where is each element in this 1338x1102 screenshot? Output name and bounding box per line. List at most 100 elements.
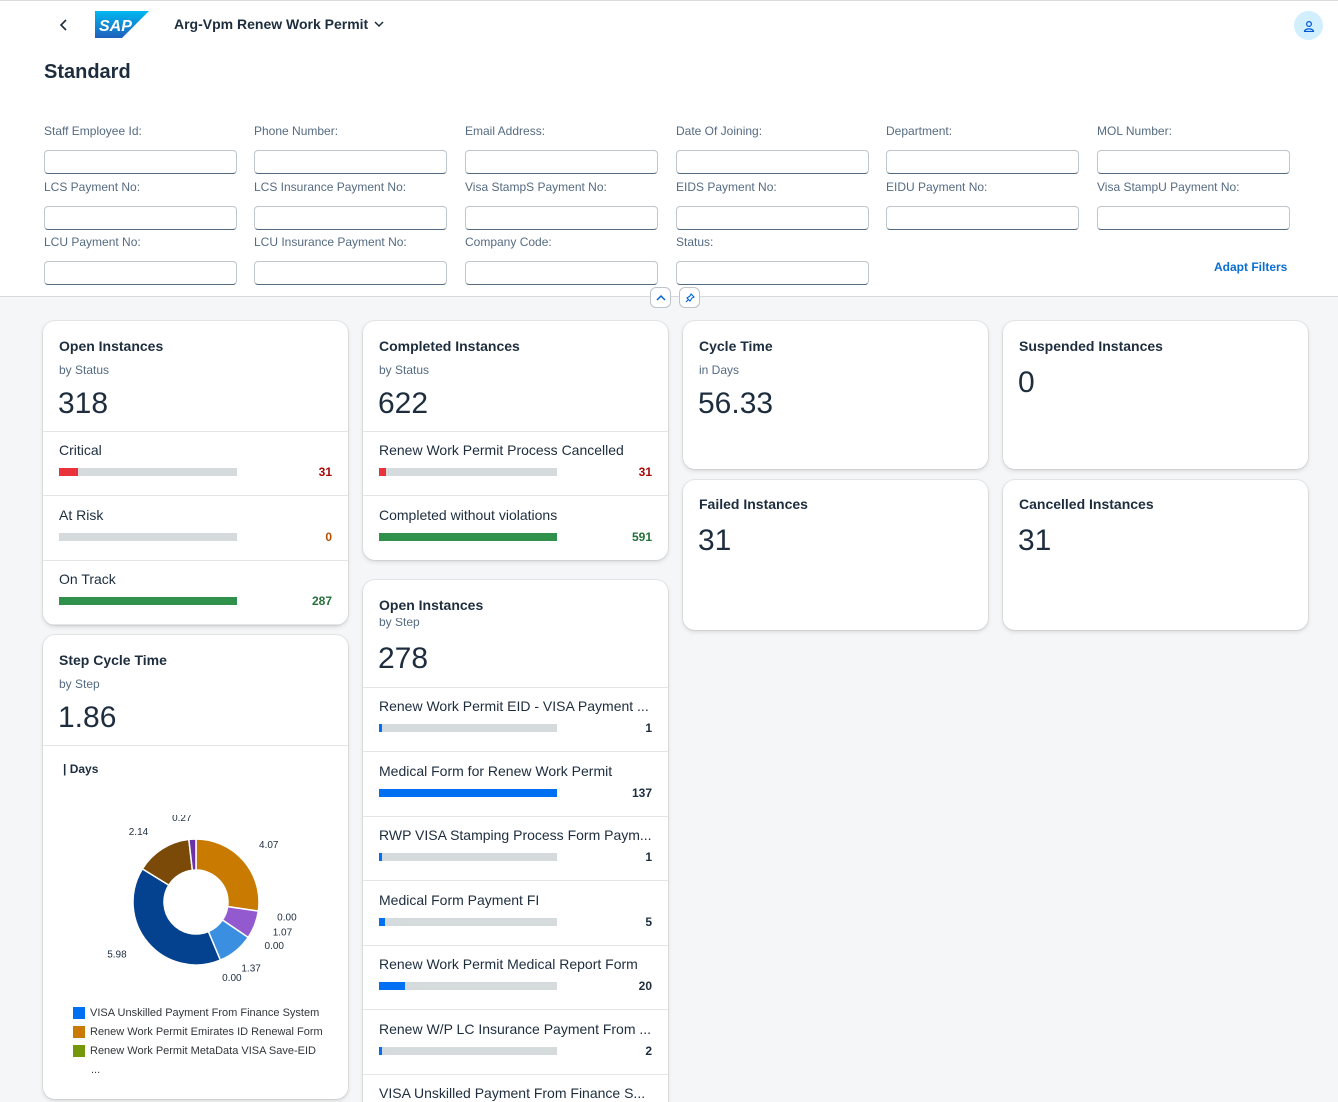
filter-label: Visa StampU Payment No:: [1097, 180, 1240, 194]
failed-instances-card[interactable]: Failed Instances 31: [683, 480, 988, 630]
card-kpi-value: 31: [1018, 524, 1052, 557]
filter-input[interactable]: [254, 261, 447, 285]
card-subtitle: by Step: [59, 677, 100, 691]
legend-item[interactable]: Renew Work Permit MetaData VISA Save-EID: [73, 1045, 316, 1057]
filter-label: Phone Number:: [254, 124, 339, 138]
adapt-filters-button[interactable]: Adapt Filters: [1214, 260, 1288, 274]
filter-field: EIDS Payment No:: [676, 180, 869, 230]
bar-list-item[interactable]: Medical Form for Renew Work Permit 137: [363, 753, 668, 817]
filter-input[interactable]: [254, 150, 447, 174]
legend-item[interactable]: VISA Unskilled Payment From Finance Syst…: [73, 1007, 319, 1019]
filter-input[interactable]: [1097, 150, 1290, 174]
bar-track: [379, 468, 557, 476]
filter-input[interactable]: [44, 206, 237, 230]
bar-item-label: Medical Form for Renew Work Permit: [379, 762, 613, 779]
card-title: Suspended Instances: [1019, 338, 1163, 354]
filter-label: EIDU Payment No:: [886, 180, 988, 194]
suspended-instances-card[interactable]: Suspended Instances 0: [1003, 321, 1308, 469]
bar-list-item[interactable]: VISA Unskilled Payment From Finance S...: [363, 1075, 668, 1102]
collapse-header-button[interactable]: [650, 287, 671, 308]
bar-item-value: 1: [645, 850, 652, 864]
bar-list-item[interactable]: At Risk 0: [43, 497, 348, 561]
bar-item-value: 287: [311, 594, 332, 608]
chevron-left-icon: [59, 19, 67, 31]
bar-list-item[interactable]: Critical 31: [43, 432, 348, 496]
bar-list-item[interactable]: Medical Form Payment FI 5: [363, 882, 668, 946]
bar-item-value: 2: [645, 1043, 652, 1058]
filter-label: Company Code:: [465, 235, 552, 249]
filter-input[interactable]: [1097, 206, 1290, 230]
person-icon: [1303, 20, 1314, 32]
donut-slice[interactable]: [188, 838, 197, 872]
filter-input[interactable]: [254, 206, 447, 230]
legend-more[interactable]: ...: [91, 1064, 101, 1076]
filter-label: LCS Insurance Payment No:: [254, 180, 407, 194]
donut-data-label: 0.00: [222, 973, 242, 984]
legend-swatch: [73, 1026, 85, 1038]
bar-list-item[interactable]: Renew Work Permit EID - VISA Payment ...…: [363, 688, 668, 752]
card-divider: [363, 687, 668, 688]
bar-list-item[interactable]: On Track 287: [43, 561, 348, 625]
pin-icon: [685, 292, 695, 302]
step-cycle-time-card[interactable]: Step Cycle Time by Step 1.86 | Days 4.07…: [43, 635, 348, 1099]
card-divider: [363, 431, 668, 432]
filter-input[interactable]: [886, 150, 1079, 174]
card-kpi-value: 278: [378, 642, 429, 675]
filter-field: Visa StampU Payment No:: [1097, 180, 1290, 230]
bar-fill: [379, 724, 382, 732]
cancelled-instances-card[interactable]: Cancelled Instances 31: [1003, 480, 1308, 630]
filter-field: LCS Insurance Payment No:: [254, 180, 447, 230]
bar-list-item[interactable]: Completed without violations 591: [363, 497, 668, 560]
open-instances-step-card[interactable]: Open Instances by Step 278 Renew Work Pe…: [363, 580, 668, 1102]
bar-list-item[interactable]: Renew Work Permit Process Cancelled 31: [363, 432, 668, 496]
filter-input[interactable]: [44, 150, 237, 174]
card-kpi-value: 56.33: [698, 387, 774, 420]
donut-slice[interactable]: [132, 867, 222, 966]
filter-input[interactable]: [886, 206, 1079, 230]
donut-slice[interactable]: [195, 838, 260, 912]
donut-data-label: 1.07: [273, 927, 293, 938]
bar-item-label: VISA Unskilled Payment From Finance S...: [379, 1085, 646, 1101]
filter-field: MOL Number:: [1097, 124, 1290, 174]
bar-track: [379, 1046, 557, 1055]
filter-input[interactable]: [465, 261, 658, 285]
filter-field: LCS Payment No:: [44, 180, 237, 230]
back-button[interactable]: [52, 13, 76, 37]
bar-item-label: At Risk: [59, 506, 104, 523]
bar-item-label: Renew Work Permit Process Cancelled: [379, 442, 624, 458]
donut-chart[interactable]: 4.070.001.070.001.370.005.982.140.27: [43, 815, 348, 1005]
chevron-down-icon: [374, 21, 384, 28]
bar-list-item[interactable]: Renew W/P LC Insurance Payment From ... 2: [363, 1011, 668, 1075]
filter-field: Phone Number:: [254, 124, 447, 174]
filter-input[interactable]: [44, 261, 237, 285]
filter-label: Status:: [676, 235, 714, 249]
filter-input[interactable]: [465, 206, 658, 230]
bar-fill: [59, 597, 237, 605]
filter-label: Date Of Joining:: [676, 124, 763, 138]
completed-instances-card[interactable]: Completed Instances by Status 622 Renew …: [363, 321, 668, 560]
bar-list-item[interactable]: RWP VISA Stamping Process Form Paym... 1: [363, 817, 668, 881]
donut-data-label: 0.27: [172, 815, 192, 824]
legend-label: VISA Unskilled Payment From Finance Syst…: [90, 1007, 320, 1019]
filter-input[interactable]: [465, 150, 658, 174]
bar-track: [379, 788, 557, 797]
legend-item[interactable]: Renew Work Permit Emirates ID Renewal Fo…: [73, 1026, 323, 1038]
sap-logo[interactable]: SAP: [95, 11, 149, 38]
card-kpi-value: 0: [1018, 366, 1035, 399]
header-area: SAP Arg-Vpm Renew Work Permit Standard S…: [0, 0, 1338, 297]
chart-unit-label: | Days: [63, 762, 99, 776]
app-title-menu[interactable]: Arg-Vpm Renew Work Permit: [174, 16, 384, 32]
filter-input[interactable]: [676, 150, 869, 174]
bar-item-label: Completed without violations: [379, 506, 558, 523]
cycle-time-card[interactable]: Cycle Time in Days 56.33: [683, 321, 988, 469]
filter-input[interactable]: [676, 206, 869, 230]
legend-swatch: [73, 1007, 85, 1019]
filter-input[interactable]: [676, 261, 869, 285]
user-avatar[interactable]: [1294, 11, 1323, 40]
open-instances-status-card[interactable]: Open Instances by Status 318 Critical 31 A…: [43, 321, 348, 625]
bar-item-value: 591: [631, 529, 652, 544]
bar-track: [379, 853, 557, 861]
filter-label: LCU Payment No:: [44, 235, 141, 249]
pin-header-button[interactable]: [679, 287, 700, 308]
bar-list-item[interactable]: Renew Work Permit Medical Report Form 20: [363, 946, 668, 1010]
